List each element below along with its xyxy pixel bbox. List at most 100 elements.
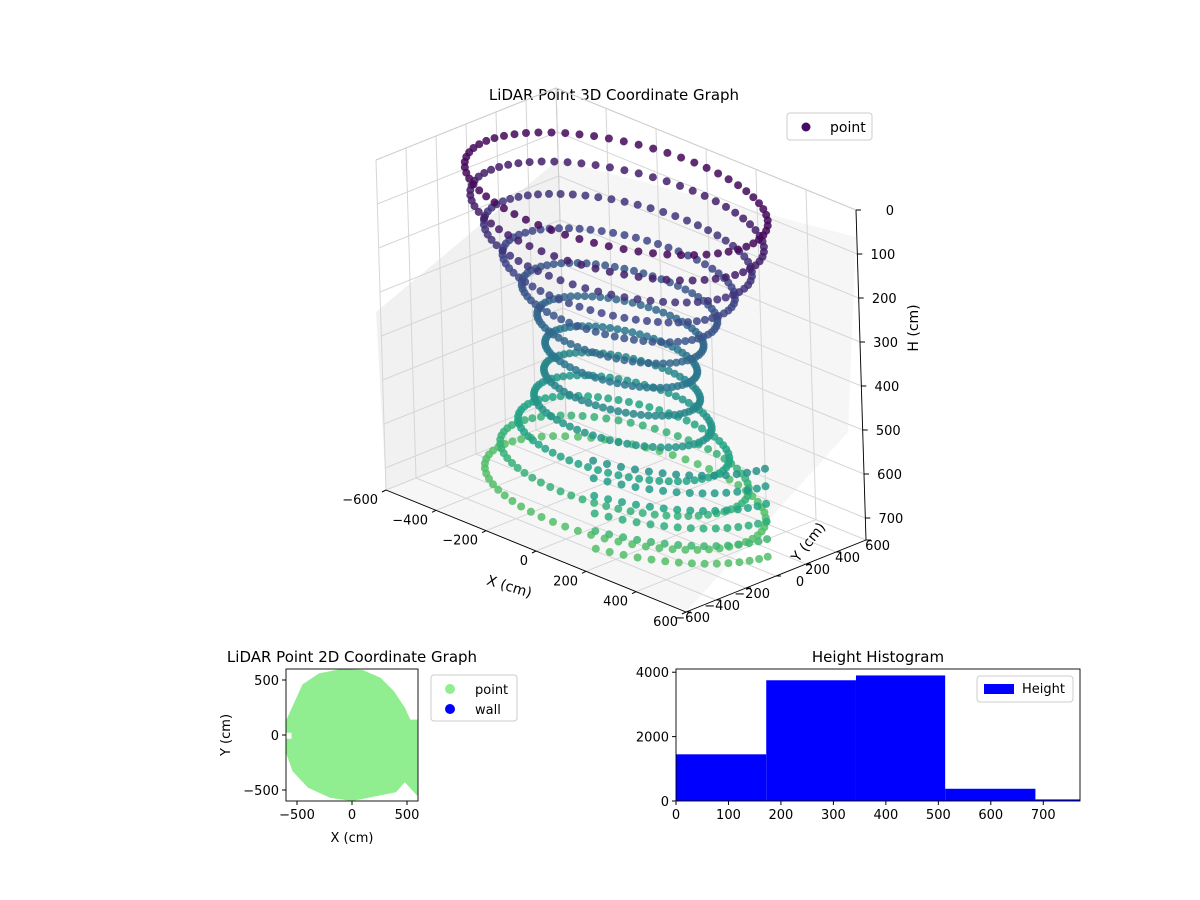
- point-3d: [528, 473, 537, 482]
- point-3d: [673, 432, 682, 441]
- point-3d: [614, 504, 623, 513]
- point-3d: [673, 512, 682, 521]
- point-3d: [735, 558, 744, 567]
- point-3d: [714, 169, 723, 178]
- point-3d: [698, 424, 706, 433]
- point-3d: [700, 542, 709, 551]
- point-3d: [673, 505, 682, 514]
- point-3d: [735, 288, 744, 297]
- point-3d: [754, 519, 762, 528]
- point-3d: [620, 270, 629, 279]
- point-3d: [536, 287, 545, 295]
- point-3d: [662, 275, 671, 284]
- point-3d: [682, 416, 691, 425]
- point-3d: [672, 358, 681, 367]
- point-3d: [704, 297, 712, 305]
- point-3d: [621, 408, 630, 417]
- gridline-z-left: [385, 395, 566, 469]
- point-3d: [603, 477, 612, 486]
- point-3d: [487, 219, 495, 228]
- point-3d: [671, 443, 680, 452]
- z-tick-label-3d: 0: [886, 204, 894, 219]
- point-3d: [734, 540, 743, 549]
- point-3d: [590, 509, 599, 518]
- x-tick-label-hist: 300: [821, 808, 846, 823]
- point-cloud-2d: [286, 669, 418, 801]
- point-3d: [671, 298, 680, 307]
- point-3d: [638, 421, 647, 430]
- point-3d: [594, 287, 603, 296]
- y-tick-label-2d: −500: [243, 784, 279, 799]
- point-3d: [701, 260, 709, 269]
- point-3d: [684, 441, 693, 450]
- x-tick-label-2d: −500: [279, 808, 315, 823]
- point-3d: [573, 322, 582, 330]
- point-3d: [634, 140, 643, 149]
- point-3d: [537, 157, 546, 166]
- point-3d: [650, 424, 659, 433]
- point-3d: [645, 403, 654, 412]
- point-3d: [591, 264, 600, 273]
- point-3d: [724, 559, 733, 568]
- point-3d: [639, 337, 648, 345]
- point-3d: [700, 559, 709, 568]
- axes-3d: −600−400−2000200400600−600−400−200020040…: [342, 204, 903, 630]
- point-3d: [613, 379, 622, 388]
- point-3d: [620, 356, 629, 365]
- point-3d: [723, 541, 732, 550]
- point-3d: [733, 505, 742, 514]
- point-3d: [573, 292, 582, 301]
- point-3d: [475, 186, 484, 195]
- point-3d: [557, 315, 566, 324]
- point-3d: [755, 235, 763, 244]
- point-3d: [610, 262, 619, 271]
- point-3d: [597, 433, 606, 442]
- x-tick-label-3d: −400: [392, 513, 428, 528]
- gridline-y-floor: [415, 477, 717, 601]
- point-3d: [745, 265, 754, 273]
- x-tick-3d: [681, 611, 687, 615]
- gridline-z-left: [381, 263, 562, 337]
- point-3d: [697, 471, 706, 480]
- point-3d: [647, 555, 656, 564]
- point-3d: [648, 173, 657, 182]
- point-3d: [575, 235, 584, 243]
- point-3d: [521, 215, 530, 224]
- point-3d: [577, 159, 586, 168]
- point-3d: [584, 398, 593, 407]
- legend-histogram: Height: [976, 675, 1074, 703]
- z-tick-label-3d: 400: [875, 380, 900, 395]
- point-3d: [504, 160, 513, 169]
- point-3d: [517, 435, 526, 444]
- point-3d: [671, 392, 680, 401]
- point-3d: [645, 476, 654, 485]
- point-3d: [649, 383, 658, 392]
- point-3d: [575, 130, 584, 139]
- point-3d: [567, 491, 576, 500]
- histogram-frame: [675, 668, 1081, 802]
- y-tick-label-3d: −400: [704, 599, 740, 614]
- point-3d: [605, 530, 614, 539]
- point-3d: [475, 140, 484, 149]
- x-tick-label-hist: 500: [926, 808, 951, 823]
- point-3d: [664, 243, 673, 252]
- point-3d: [537, 513, 546, 521]
- gridline-z-back: [559, 219, 861, 343]
- point-3d: [521, 278, 530, 286]
- point-3d: [745, 556, 754, 565]
- gridline-x-back: [755, 169, 767, 500]
- point-3d: [620, 166, 629, 175]
- point-3d: [536, 304, 545, 313]
- point-3d: [506, 194, 515, 203]
- point-3d: [598, 375, 607, 384]
- point-3d: [514, 159, 523, 168]
- point-3d: [699, 507, 707, 515]
- y-tick-label-3d: 0: [796, 575, 804, 590]
- point-3d: [693, 221, 702, 230]
- point-3d: [584, 392, 593, 401]
- point-3d: [506, 251, 515, 260]
- point-3d: [711, 197, 720, 206]
- point-3d: [694, 334, 703, 343]
- x-tick-label-3d: 600: [653, 615, 678, 630]
- y-tick-label-hist: 4000: [636, 666, 669, 681]
